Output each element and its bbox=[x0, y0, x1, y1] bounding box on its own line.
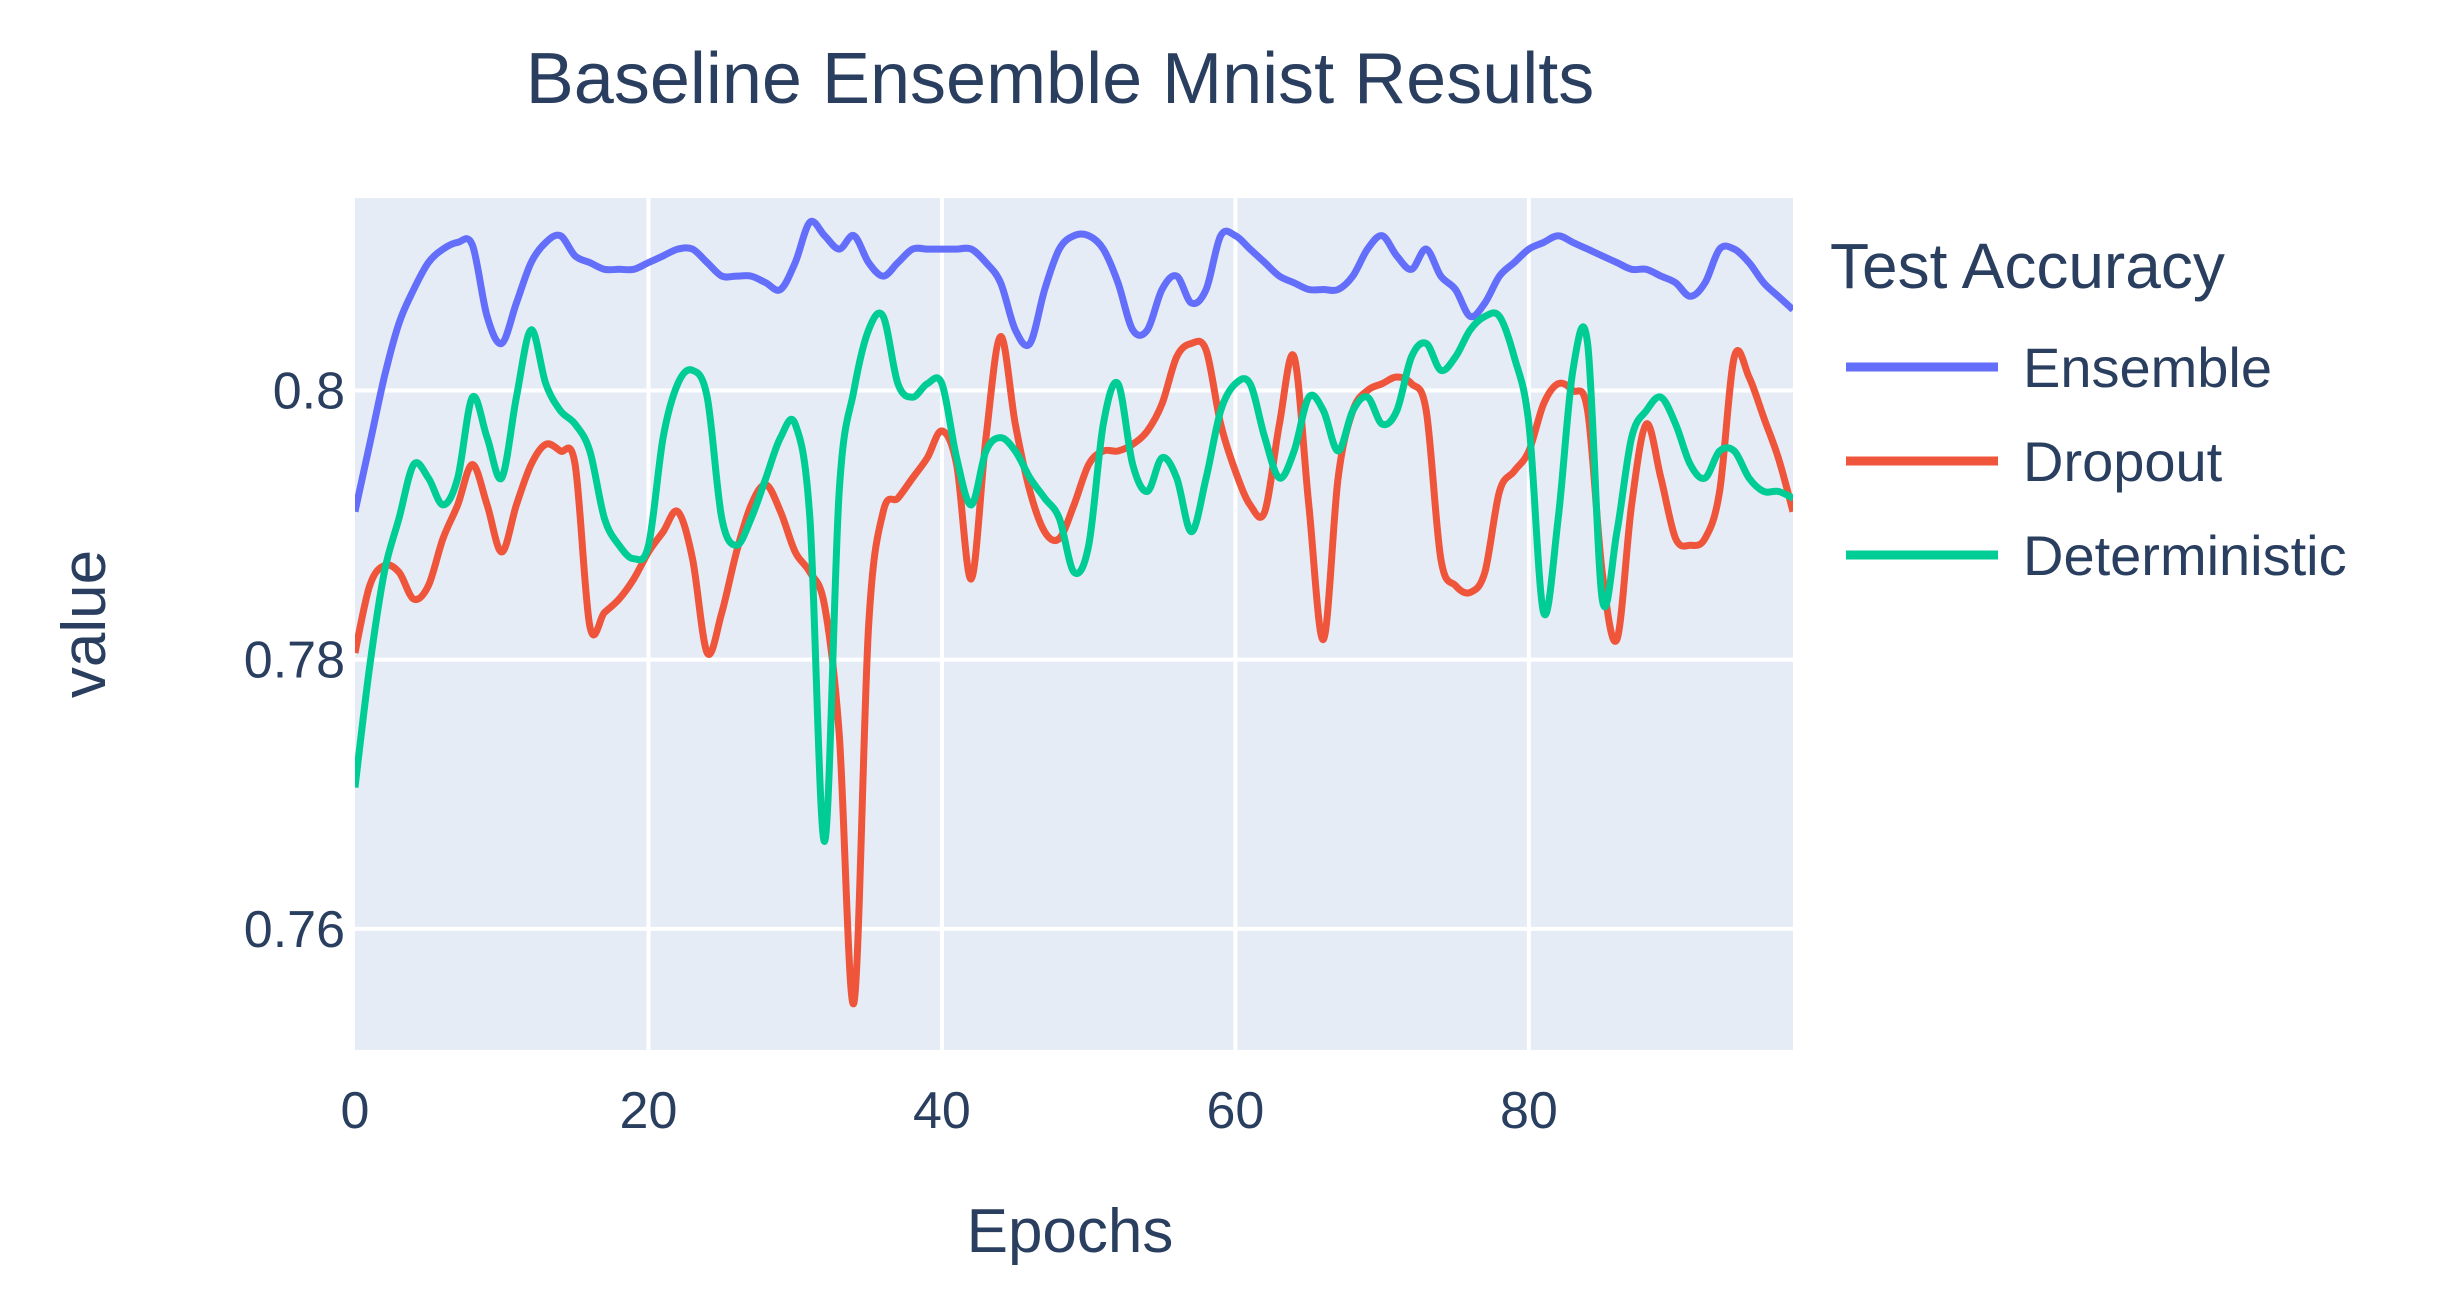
y-axis-title: value bbox=[50, 550, 119, 698]
legend: Test Accuracy Ensemble Dropout Determinist… bbox=[1830, 230, 2347, 587]
x-tick-label: 0 bbox=[341, 1082, 370, 1140]
series-line-ensemble bbox=[355, 217, 1793, 513]
legend-title: Test Accuracy bbox=[1830, 230, 2225, 302]
x-tick-label: 40 bbox=[913, 1082, 971, 1140]
series-line-deterministic bbox=[355, 309, 1793, 845]
x-tick-labels: 0 20 40 60 80 bbox=[341, 1082, 1558, 1140]
x-axis-title: Epochs bbox=[967, 1197, 1174, 1266]
x-tick-label: 20 bbox=[620, 1082, 678, 1140]
x-tick-label: 60 bbox=[1206, 1082, 1264, 1140]
legend-items: Ensemble Dropout Deterministic bbox=[1846, 336, 2347, 587]
y-tick-label: 0.76 bbox=[244, 901, 345, 959]
plot-background bbox=[355, 198, 1793, 1050]
y-tick-label: 0.8 bbox=[273, 362, 345, 420]
series-lines bbox=[355, 217, 1793, 1008]
legend-label-ensemble: Ensemble bbox=[2023, 336, 2272, 399]
legend-label-dropout: Dropout bbox=[2023, 430, 2223, 493]
y-tick-label: 0.78 bbox=[244, 632, 345, 690]
series-line-dropout bbox=[355, 333, 1793, 1008]
x-tick-label: 80 bbox=[1500, 1082, 1558, 1140]
y-tick-labels: 0.76 0.78 0.8 bbox=[244, 362, 345, 958]
grid-lines bbox=[355, 198, 1793, 1050]
legend-label-deterministic: Deterministic bbox=[2023, 524, 2347, 587]
chart-title: Baseline Ensemble Mnist Results bbox=[526, 39, 1594, 119]
